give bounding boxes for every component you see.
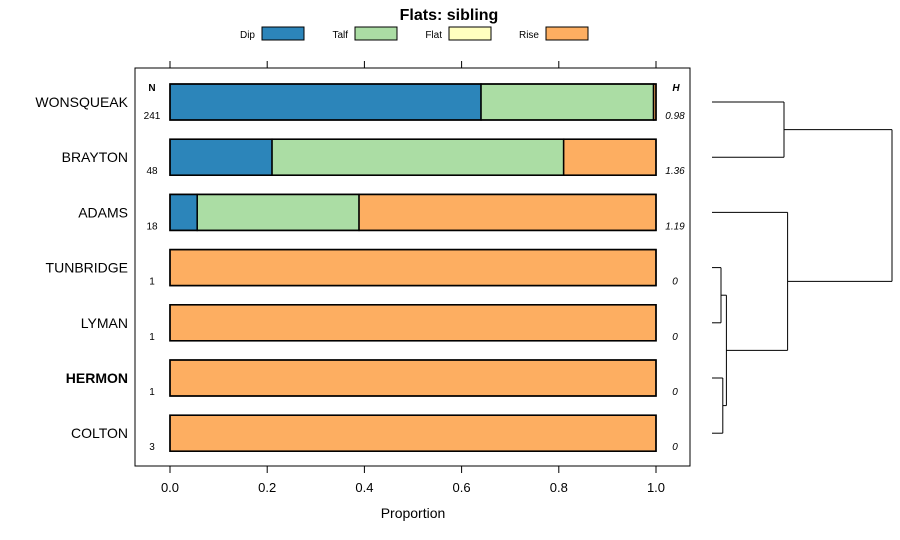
legend-swatch-talf	[354, 26, 398, 41]
legend-label-flat: Flat	[425, 30, 442, 41]
bar-outline-adams	[169, 193, 657, 232]
h-label-brayton: 1.36	[665, 166, 685, 177]
row-label-wonsqueak: WONSQUEAK	[35, 94, 128, 110]
row-label-adams: ADAMS	[78, 204, 128, 220]
plot-panel	[134, 67, 691, 467]
x-tick-label: 1.0	[647, 480, 665, 495]
legend-label-rise: Rise	[519, 30, 539, 41]
bar-outline-colton	[169, 414, 657, 452]
legend-label-talf: Talf	[332, 30, 348, 41]
bar-wonsqueak-dip	[169, 83, 482, 121]
n-label-hermon: 1	[149, 387, 155, 398]
x-tick-label: 0.2	[258, 480, 276, 495]
h-label-adams: 1.19	[665, 221, 685, 232]
bar-colton-rise	[169, 414, 657, 452]
x-axis-title: Proportion	[381, 505, 446, 521]
n-header: N	[148, 83, 155, 94]
legend-swatch-dip	[261, 26, 305, 41]
x-tick-label: 0.4	[355, 480, 373, 495]
bar-adams-dip	[169, 193, 198, 232]
bar-brayton-talf	[271, 138, 565, 176]
bar-hermon-rise	[169, 359, 657, 397]
bar-adams-talf	[196, 193, 360, 232]
h-label-lyman: 0	[672, 332, 678, 343]
dendrogram	[712, 101, 893, 434]
n-label-wonsqueak: 241	[144, 111, 161, 122]
x-axis: 0.0 0.2 0.4 0.6 0.8 1.0	[161, 61, 665, 495]
row-label-brayton: BRAYTON	[62, 149, 128, 165]
h-label-hermon: 0	[672, 387, 678, 398]
n-label-tunbridge: 1	[149, 277, 155, 288]
bar-tunbridge-rise	[169, 248, 657, 287]
x-tick-label: 0.8	[550, 480, 568, 495]
n-label-brayton: 48	[146, 166, 158, 177]
legend-label-dip: Dip	[240, 30, 255, 41]
legend-swatch-flat	[448, 26, 492, 41]
row-label-colton: COLTON	[71, 425, 128, 441]
rows: WONSQUEAK 241 0.98 BRAYTON 48 1.36 ADAMS 18 1.19…	[35, 83, 685, 453]
bar-outline-brayton	[169, 138, 657, 176]
n-label-adams: 18	[146, 221, 158, 232]
bar-outline-wonsqueak	[169, 83, 657, 121]
bar-adams-rise	[358, 193, 657, 232]
legend: Dip Talf Flat Rise	[240, 26, 589, 41]
bar-brayton-rise	[562, 138, 657, 176]
h-label-tunbridge: 0	[672, 277, 678, 288]
h-header: H	[672, 83, 680, 94]
n-label-colton: 3	[149, 442, 155, 453]
bar-outline-lyman	[169, 304, 657, 342]
h-label-wonsqueak: 0.98	[665, 111, 685, 122]
bar-brayton-dip	[169, 138, 273, 176]
bar-outline-hermon	[169, 359, 657, 397]
chart-title: Flats: sibling	[400, 7, 499, 24]
x-tick-label: 0.0	[161, 480, 179, 495]
row-label-tunbridge: TUNBRIDGE	[46, 260, 128, 276]
bar-lyman-rise	[169, 304, 657, 342]
x-tick-label: 0.6	[453, 480, 471, 495]
bar-wonsqueak-talf	[480, 83, 655, 121]
row-label-lyman: LYMAN	[81, 315, 128, 331]
n-label-lyman: 1	[149, 332, 155, 343]
bar-outline-tunbridge	[169, 248, 657, 287]
row-label-hermon: HERMON	[66, 370, 128, 386]
h-label-colton: 0	[672, 442, 678, 453]
legend-swatch-rise	[545, 26, 589, 41]
